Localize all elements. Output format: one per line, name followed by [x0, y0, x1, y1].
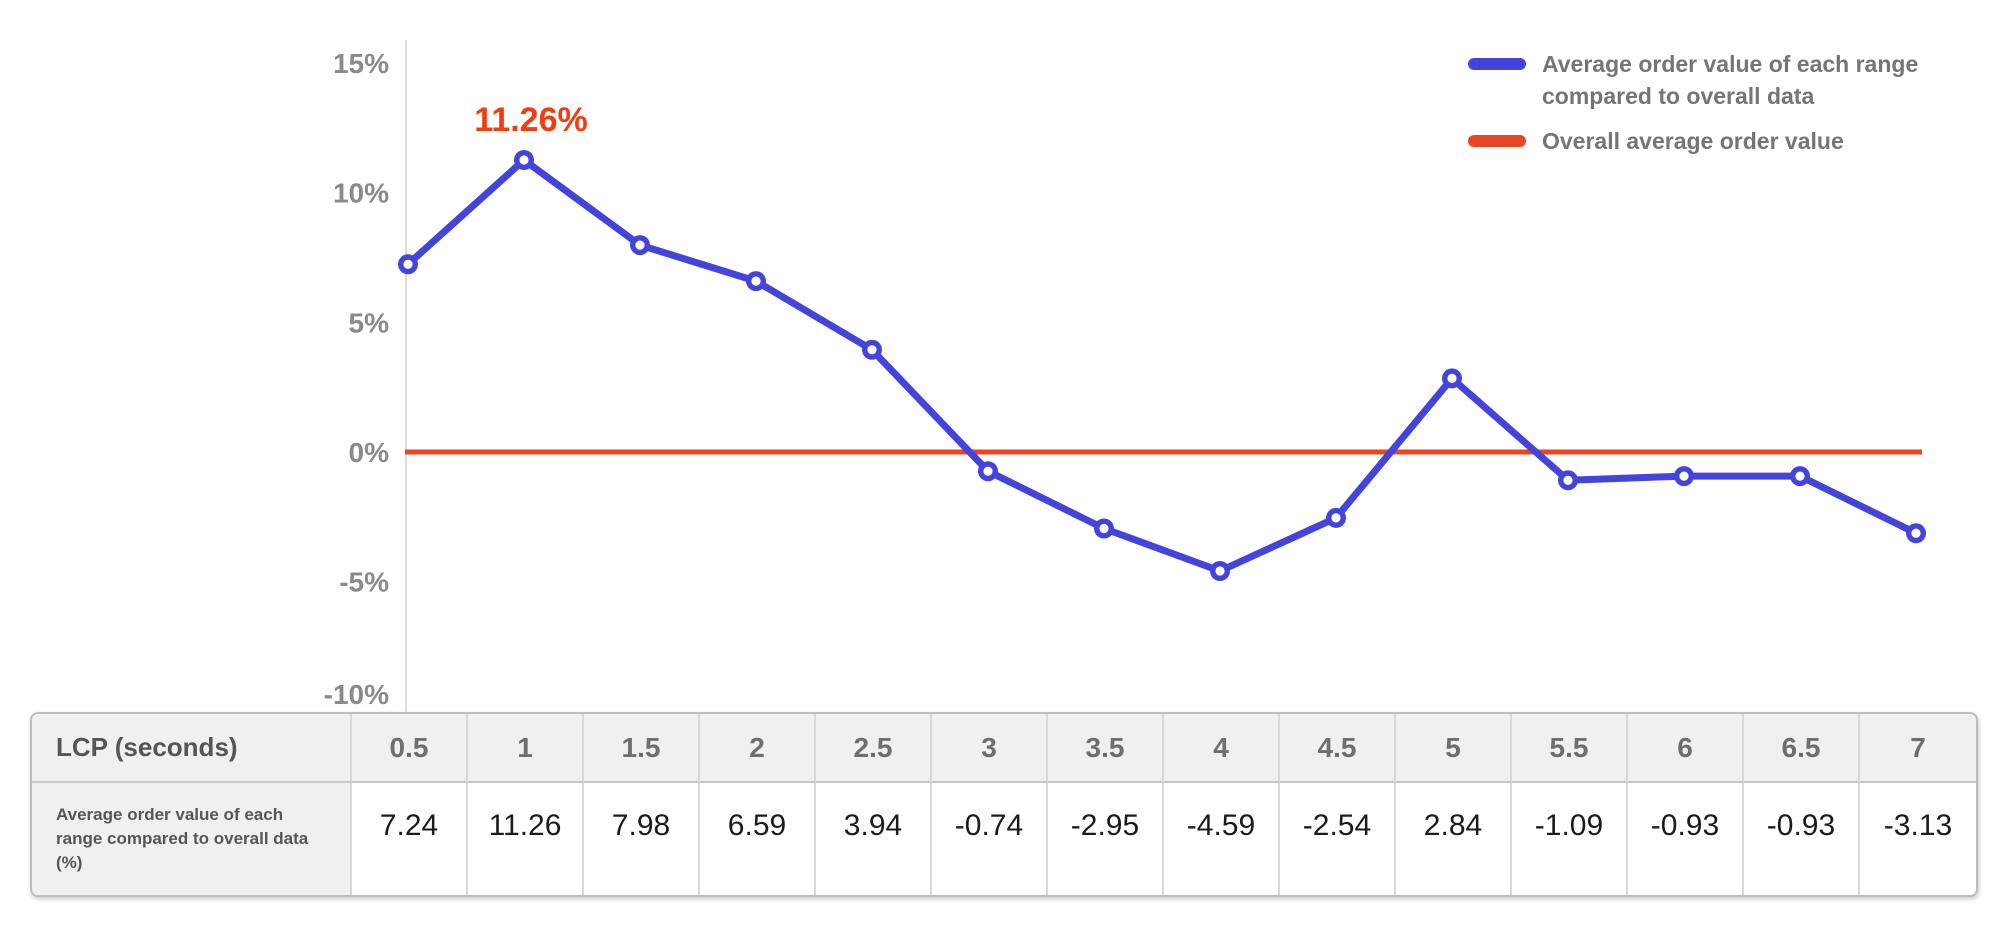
table-column-header: 1.5 — [584, 714, 700, 783]
table-column-header: 6 — [1628, 714, 1744, 783]
line-chart-canvas[interactable]: 15% 10% 5% 0% -5% -10% 11.26% — [0, 0, 2000, 712]
table-value-cell: -0.93 — [1744, 783, 1860, 895]
table-column-header: 4 — [1164, 714, 1280, 783]
table-value-cell: -2.95 — [1048, 783, 1164, 895]
data-point-marker-center — [1099, 523, 1109, 534]
data-point-marker-center — [1563, 475, 1573, 485]
legend-item-series[interactable]: Average order value of each range compar… — [1468, 48, 1938, 112]
table-column-header: 3.5 — [1048, 714, 1164, 783]
legend-item-reference[interactable]: Overall average order value — [1468, 125, 1938, 157]
legend-label: Overall average order value — [1542, 128, 1844, 154]
table-value-cell: 6.59 — [700, 783, 816, 895]
data-point-marker-center — [751, 276, 761, 286]
data-point-marker-center — [1447, 373, 1457, 383]
peak-value-annotation: 11.26% — [474, 101, 587, 139]
data-point-marker-center — [1331, 513, 1341, 523]
y-tick-label: -5% — [339, 567, 389, 598]
table-value-cell: -2.54 — [1280, 783, 1396, 895]
table-value-cell: -0.93 — [1628, 783, 1744, 895]
table-column-header: 5.5 — [1512, 714, 1628, 783]
data-point-marker-center — [635, 240, 645, 250]
table-column-header: 0.5 — [352, 714, 468, 783]
table-column-header: 1 — [468, 714, 584, 783]
table-column-header: 5 — [1396, 714, 1512, 783]
table-column-header: 2.5 — [816, 714, 932, 783]
series-line — [404, 156, 1920, 575]
table-value-cell: -0.74 — [932, 783, 1048, 895]
table-value-cell: 7.24 — [352, 783, 468, 895]
legend-label: Average order value of each range compar… — [1542, 51, 1919, 109]
table-row-label: Average order value of each range compar… — [32, 783, 352, 895]
data-point-marker-center — [983, 466, 993, 476]
table-column-header: 7 — [1860, 714, 1976, 783]
table-value-cell: 2.84 — [1396, 783, 1512, 895]
table-column-header: 6.5 — [1744, 714, 1860, 783]
y-tick-label: 15% — [333, 48, 389, 79]
y-tick-label: 5% — [349, 307, 390, 338]
data-point-marker-center — [1795, 471, 1805, 481]
data-table: LCP (seconds) 0.5 1 1.5 2 2.5 3 3.5 4 4.5 5 5.5 6 6.5… — [30, 712, 1978, 897]
data-point-marker-center — [403, 259, 413, 269]
table-value-cell: -3.13 — [1860, 783, 1976, 895]
y-tick-label: 0% — [349, 437, 390, 468]
table-value-cell: 7.98 — [584, 783, 700, 895]
legend-swatch-blue-line-icon — [1468, 58, 1526, 70]
y-tick-label: -10% — [324, 679, 389, 710]
table-value-cell: 11.26 — [468, 783, 584, 895]
data-point-marker-center — [1215, 566, 1225, 576]
table-column-header: 2 — [700, 714, 816, 783]
data-point-marker-center — [519, 155, 529, 165]
table-column-header: 3 — [932, 714, 1048, 783]
data-point-marker-center — [1679, 471, 1689, 481]
data-point-marker-center — [867, 345, 877, 355]
chart-legend: Average order value of each range compar… — [1468, 48, 1938, 170]
y-tick-label: 10% — [333, 178, 389, 209]
table-corner-header: LCP (seconds) — [32, 714, 352, 783]
legend-swatch-red-line-icon — [1468, 135, 1526, 147]
table-value-cell: -1.09 — [1512, 783, 1628, 895]
table-value-cell: -4.59 — [1164, 783, 1280, 895]
data-point-marker-center — [1911, 528, 1921, 538]
table-value-cell: 3.94 — [816, 783, 932, 895]
table-column-header: 4.5 — [1280, 714, 1396, 783]
